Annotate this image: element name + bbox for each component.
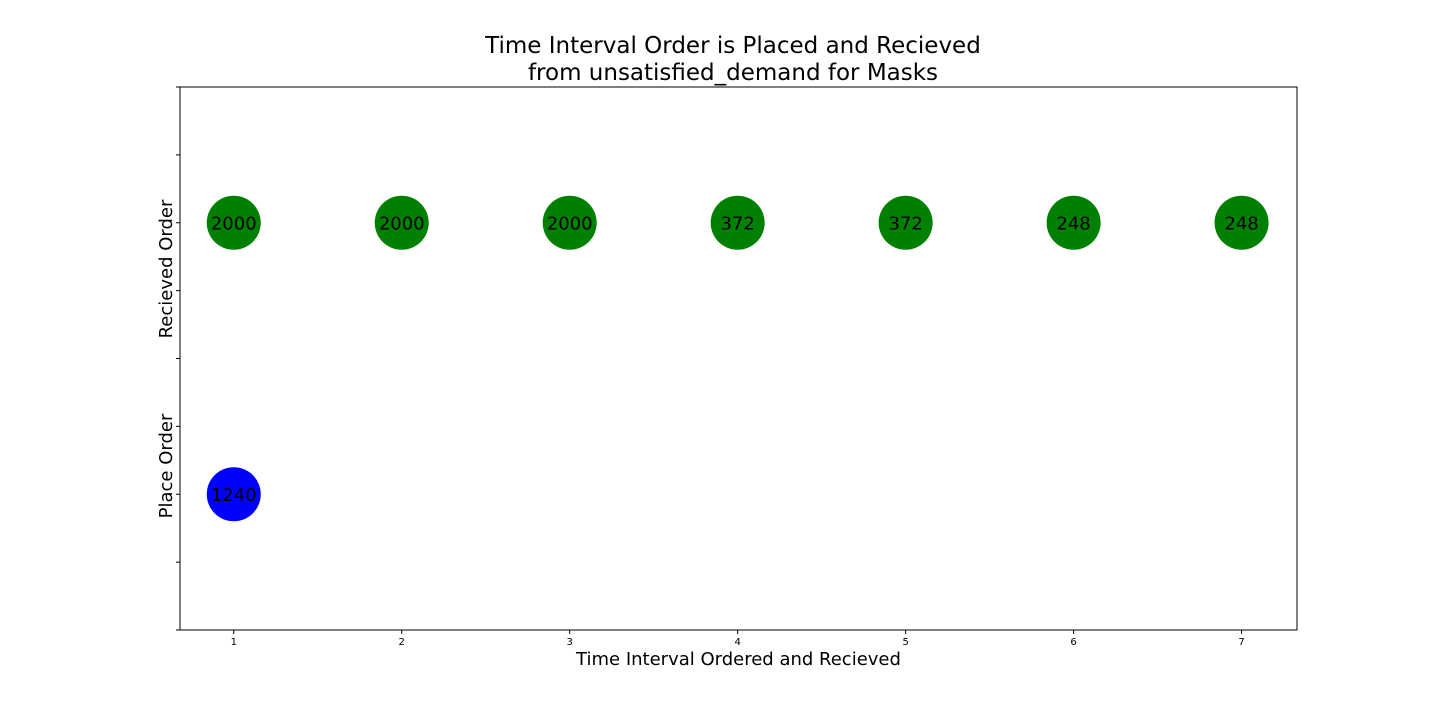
scatter-point (374, 195, 429, 250)
plot-frame (179, 86, 1298, 631)
point-value-label: 2000 (211, 213, 257, 234)
axes-layer (179, 86, 1298, 631)
scatter-point (1046, 195, 1101, 250)
x-tick-label: 3 (567, 637, 573, 648)
chart-title: Time Interval Order is Placed and Reciev… (484, 33, 981, 86)
scatter-point (710, 195, 765, 250)
point-value-label: 248 (1056, 213, 1090, 234)
points-layer: 2000 2000 2000 372 372 248 248 1240 (206, 195, 1269, 522)
scatter-point (206, 467, 261, 522)
x-tick-label: 7 (1238, 637, 1244, 648)
x-tick-label: 1 (231, 637, 237, 648)
point-value-label: 2000 (379, 213, 425, 234)
scatter-point (1214, 195, 1269, 250)
point-value-label: 1240 (211, 485, 257, 506)
x-tick-label: 2 (399, 637, 405, 648)
scatter-point (542, 195, 597, 250)
point-value-label: 2000 (547, 213, 593, 234)
point-value-label: 372 (888, 213, 922, 234)
x-tick-label: 4 (734, 637, 740, 648)
x-axis-label: Time Interval Ordered and Recieved (575, 649, 901, 670)
x-tick-label: 5 (902, 637, 908, 648)
point-value-label: 372 (720, 213, 754, 234)
axis-labels-layer: Time Interval Ordered and Recieved Place … (156, 199, 901, 670)
scatter-point (206, 195, 261, 250)
point-value-label: 248 (1224, 213, 1258, 234)
scatter-point (878, 195, 933, 250)
chart-title-text: Time Interval Order is Placed and Reciev… (484, 33, 981, 86)
x-tick-label: 6 (1070, 637, 1076, 648)
y-label-place-order: Place Order (156, 413, 177, 518)
ticks-layer: 1 2 3 4 5 6 7 (176, 86, 1245, 648)
y-label-recieved-order: Recieved Order (156, 199, 177, 338)
